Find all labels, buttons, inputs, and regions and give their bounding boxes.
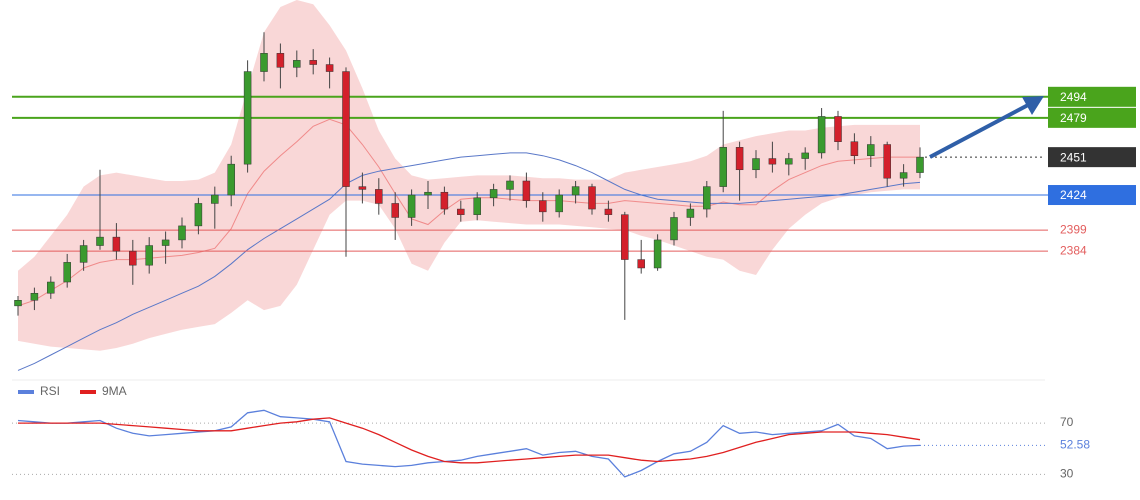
candle-body: [112, 236, 121, 252]
rsi-panel: 70 30 RSI 9MA 52.58: [12, 384, 1090, 481]
candle-body: [719, 147, 727, 187]
candle-body: [227, 163, 235, 196]
candle-body: [703, 186, 711, 210]
series-line: [18, 417, 921, 464]
candle-body: [768, 158, 777, 165]
candle-body: [637, 259, 645, 269]
candle-body: [555, 194, 563, 213]
candle-body: [309, 60, 317, 65]
last-value-label: 52.58: [1060, 438, 1090, 452]
candle-body: [79, 245, 88, 263]
level-label: 2399: [1060, 222, 1087, 236]
candle-body: [96, 236, 104, 246]
candle-body: [506, 180, 514, 190]
candle-body: [752, 158, 760, 171]
trend-arrow-head: [1022, 96, 1044, 115]
level-label: 2494: [1060, 90, 1087, 104]
candle-body: [457, 208, 465, 215]
series-line: [17, 409, 921, 478]
level-label-box: [1048, 147, 1136, 168]
candle-body: [653, 239, 662, 269]
candle-body: [883, 144, 891, 179]
candle-body: [571, 186, 580, 196]
candle-body: [145, 245, 153, 266]
candle-body: [539, 200, 547, 213]
middle-band: [17, 118, 920, 307]
level-label-box: [1048, 185, 1136, 206]
candle-body: [276, 53, 285, 68]
candle-body: [473, 197, 481, 215]
y-tick-label: 30: [1060, 467, 1074, 481]
candle-body: [785, 158, 793, 165]
candle-body: [686, 208, 695, 218]
candle-body: [63, 262, 71, 283]
legend-label: 9MA: [102, 384, 127, 398]
candle-body: [14, 300, 22, 307]
candle-body: [916, 156, 924, 173]
candle-body: [293, 60, 301, 68]
candle-body: [161, 239, 170, 246]
candle-body: [424, 191, 432, 196]
candle-body: [391, 203, 399, 218]
candle-body: [735, 147, 744, 171]
candle-body: [522, 180, 531, 201]
candle-body: [588, 186, 596, 210]
candle-body: [670, 217, 678, 241]
legend-label: RSI: [40, 384, 60, 398]
candle-body: [489, 189, 498, 199]
bollinger-area: [18, 0, 920, 351]
candle-body: [801, 152, 809, 159]
y-tick-label: 70: [1060, 415, 1074, 429]
level-label: 2451: [1060, 150, 1087, 164]
candle-body: [850, 141, 859, 156]
candle-body: [604, 208, 613, 215]
candle-body: [342, 71, 350, 187]
candle-body: [358, 186, 367, 190]
candle-body: [194, 203, 203, 227]
candle-body: [817, 116, 826, 154]
trend-arrow: [929, 102, 1031, 159]
level-label-box: [1048, 107, 1136, 128]
candle-body: [47, 281, 55, 294]
level-label: 2384: [1060, 243, 1087, 257]
level-label-box: [1048, 86, 1136, 107]
candle-body: [407, 194, 416, 218]
candle-body: [440, 191, 449, 210]
moving-average: [17, 152, 921, 371]
candle-body: [211, 194, 219, 204]
candle-body: [260, 53, 268, 72]
candle-body: [129, 250, 137, 266]
candle-body: [178, 225, 186, 241]
candle-body: [243, 71, 252, 165]
candle-body: [621, 214, 629, 260]
candle-body: [30, 292, 39, 301]
candle-body: [834, 116, 842, 142]
candle-body: [375, 189, 383, 204]
price-panel: 2494 2479 2451 2424 2399 2384: [12, 0, 1136, 371]
level-label: 2424: [1060, 188, 1087, 202]
candle-body: [867, 144, 875, 156]
legend-swatch: [18, 390, 34, 394]
candle-body: [325, 64, 334, 72]
legend-swatch: [80, 390, 96, 394]
level-label: 2479: [1060, 111, 1087, 125]
candle-body: [899, 172, 908, 179]
